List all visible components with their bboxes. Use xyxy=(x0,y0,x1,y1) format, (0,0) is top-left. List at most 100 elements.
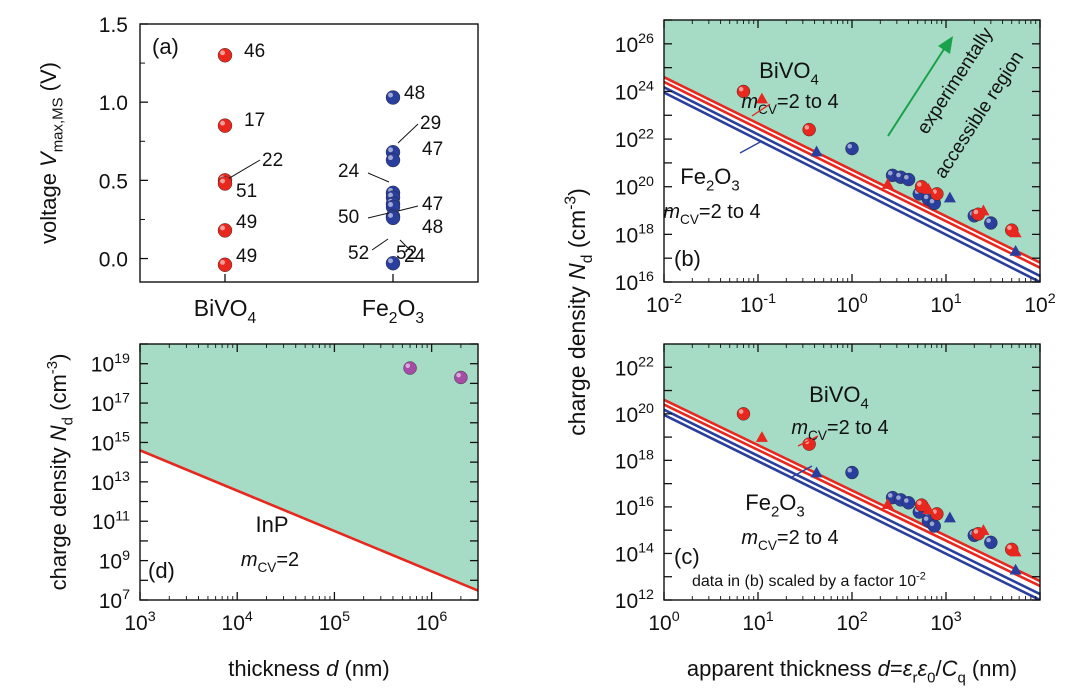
text-part: CV xyxy=(680,212,699,227)
panel-c-label-bivo4: BiVO4 xyxy=(809,382,869,413)
panel-a-point-label: 49 xyxy=(236,212,257,233)
panel-a-point-label: 48 xyxy=(404,83,425,104)
panel-d-ytick-label: 107 xyxy=(99,587,130,613)
text-part: 4 xyxy=(247,310,256,327)
panel-a-point-fe2o3-highlight xyxy=(388,92,393,98)
text-part: 10 xyxy=(91,472,114,495)
text-part: data in (b) scaled by a factor 10 xyxy=(692,573,916,590)
panel-a-point-bivo4-highlight xyxy=(220,120,225,126)
text-part: O xyxy=(714,164,731,189)
text-part: Fe xyxy=(680,164,706,189)
panel-b-point-fe2o3 xyxy=(845,141,859,156)
text-part: 10 xyxy=(222,612,245,635)
panel-b-triangle-bivo4 xyxy=(922,183,935,194)
panel-b-point-bivo4-highlight xyxy=(1007,225,1012,231)
panel-b-fit-line xyxy=(664,91,1040,282)
text-part: BiVO xyxy=(759,58,810,83)
panel-c-point-fe2o3-highlight xyxy=(904,498,909,503)
panel-c-xtick-label: 101 xyxy=(742,609,773,635)
panel-b-point-fe2o3-highlight xyxy=(923,194,929,200)
text-part: 16 xyxy=(638,269,654,285)
text-part: 10 xyxy=(615,543,638,566)
panel-a-point-label: 51 xyxy=(236,181,257,202)
panel-b-point-fe2o3 xyxy=(901,172,916,187)
panel-c-fit-line xyxy=(664,403,1040,588)
panel-d-xlabel: thickness d (nm) xyxy=(228,656,389,681)
panel-d-point-highlight xyxy=(405,363,411,369)
panel-b-ytick-label: 1020 xyxy=(615,174,654,200)
panel-c-point-bivo4-highlight xyxy=(738,409,744,414)
panel-c-xtick-label: 102 xyxy=(836,609,867,635)
text-part: q xyxy=(957,670,965,687)
panel-d-ytick-label: 1011 xyxy=(92,508,130,534)
text-part: -1 xyxy=(763,291,776,307)
panel-a-leader xyxy=(228,159,261,179)
text-part: 10 xyxy=(742,612,765,635)
text-part: 17 xyxy=(114,390,130,406)
text-part: m xyxy=(741,527,758,549)
text-part: 2 xyxy=(860,609,868,625)
panel-c-point-bivo4 xyxy=(736,407,751,421)
panel-c-point-fe2o3 xyxy=(927,519,941,533)
text-part: 4 xyxy=(245,609,253,625)
panel-b-xtick-label: 102 xyxy=(1024,291,1055,317)
panel-b-label-bivo4-m: mCV=2 to 4 xyxy=(741,91,838,117)
panel-a-leader xyxy=(399,239,411,251)
panel-c-ytick-label: 1022 xyxy=(615,354,654,380)
text-part: m xyxy=(663,201,680,223)
panel-c-fit-line xyxy=(664,398,1040,583)
panel-d-xtick-label: 106 xyxy=(416,609,447,635)
panel-d-label-inp: InP xyxy=(255,512,288,537)
panel-a-point-label: 24 xyxy=(404,246,426,267)
text-part: 9 xyxy=(122,548,130,564)
panel-a-point-label: 50 xyxy=(338,207,359,228)
text-part: =2 to 4 xyxy=(777,527,839,549)
panel-c-point-fe2o3 xyxy=(901,496,916,510)
panel-b-xtick-label: 10-1 xyxy=(740,291,776,317)
text-part: ε xyxy=(903,656,913,681)
text-part: 10 xyxy=(930,294,953,317)
panel-c-triangle-bivo4 xyxy=(977,524,990,535)
text-part: m xyxy=(741,91,758,113)
panel-a-point-bivo4-highlight xyxy=(220,50,225,56)
panel-b-ytick-label: 1022 xyxy=(615,126,654,152)
text-part: N xyxy=(564,263,590,280)
panel-a-point-fe2o3 xyxy=(385,90,401,105)
panel-b-point-bivo4-highlight xyxy=(973,209,979,215)
panel-b-triangle-fe2o3 xyxy=(1009,245,1022,256)
panel-b-point-fe2o3-highlight xyxy=(904,175,909,180)
text-part: = xyxy=(890,656,903,681)
panel-c-point-fe2o3-highlight xyxy=(986,537,991,543)
panel-b-ytick-label: 1024 xyxy=(615,79,654,105)
panel-c-ytick-label: 1014 xyxy=(615,541,654,567)
text-part: 10 xyxy=(615,590,638,613)
panel-b-leader xyxy=(739,140,763,154)
panel-c-point-fe2o3-highlight xyxy=(923,516,929,521)
panel-a-category-fe2o3: Fe2O3 xyxy=(362,295,424,327)
panel-c-accessible-region xyxy=(664,344,1040,582)
text-part: 7 xyxy=(122,587,130,603)
text-part: ) xyxy=(46,354,71,361)
panel-d-accessible-region xyxy=(140,344,478,591)
text-part: 10 xyxy=(99,551,122,574)
text-part: 10 xyxy=(615,272,638,295)
text-part: 10 xyxy=(615,497,638,520)
text-part: 11 xyxy=(115,508,130,524)
panel-b-point-bivo4 xyxy=(930,187,944,201)
panel-a-point-fe2o3-highlight xyxy=(388,155,393,161)
text-part: m xyxy=(791,417,808,439)
panel-a-leader xyxy=(367,212,390,219)
panel-a-leader xyxy=(397,123,419,144)
panel-d-xtick-label: 105 xyxy=(319,609,350,635)
text-part: 10 xyxy=(740,294,763,317)
panel-b-xtick-label: 101 xyxy=(930,291,961,317)
panel-d-plot-area xyxy=(140,344,478,592)
text-part: 0 xyxy=(927,670,935,687)
text-part: 10 xyxy=(615,129,638,152)
panel-d-ytick-label: 1017 xyxy=(91,390,130,416)
panel-c-xlabel: apparent thickness d=εrε0/Cq (nm) xyxy=(687,656,1017,687)
text-part: 10 xyxy=(646,294,669,317)
panel-c-fit-line xyxy=(664,413,1040,600)
panel-c-triangle-bivo4 xyxy=(881,498,894,510)
panel-d-point-highlight xyxy=(456,372,461,378)
